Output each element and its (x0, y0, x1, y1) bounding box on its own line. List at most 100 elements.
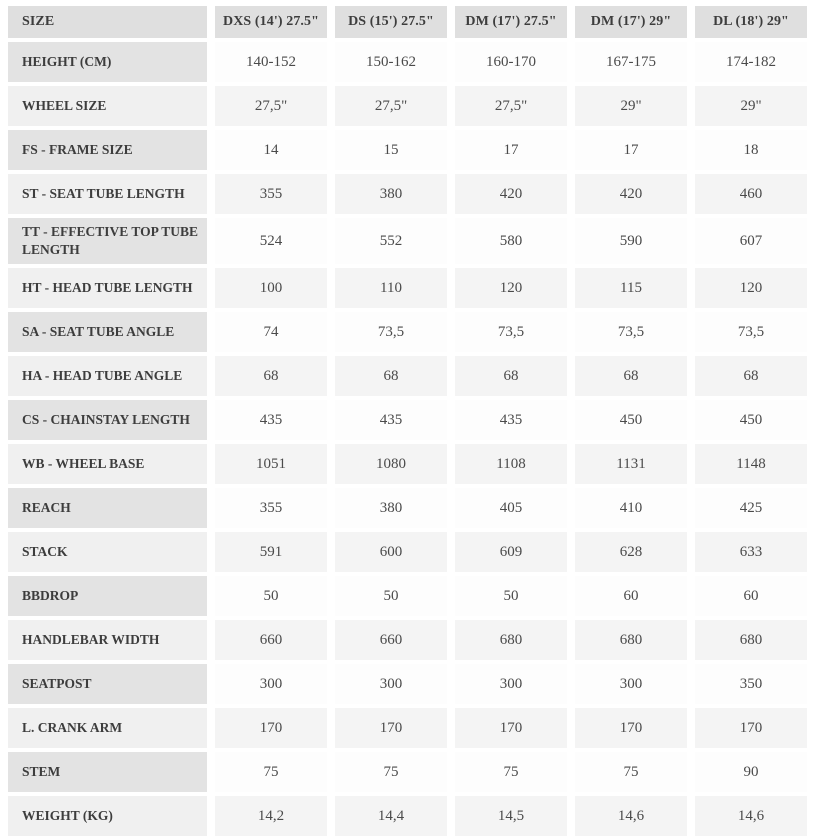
spec-value-cell: 435 (335, 400, 447, 441)
spec-value-cell: 100 (215, 268, 327, 309)
spec-value-cell: 68 (455, 356, 567, 397)
spec-value-cell: 680 (455, 620, 567, 661)
spec-row: TT - EFFECTIVE TOP TUBE LENGTH 524 552 580 5… (8, 218, 807, 265)
spec-row: STACK 591 600 609 628 633 (8, 532, 807, 573)
spec-value-cell: 1108 (455, 444, 567, 485)
spec-row-label: TT - EFFECTIVE TOP TUBE LENGTH (8, 218, 207, 265)
spec-value-cell: 600 (335, 532, 447, 573)
spec-value-cell: 660 (215, 620, 327, 661)
spec-row: WHEEL SIZE 27,5" 27,5" 27,5" 29" 29" (8, 86, 807, 126)
spec-value-cell: 591 (215, 532, 327, 573)
spec-value-cell: 68 (335, 356, 447, 397)
spec-row: L. CRANK ARM 170 170 170 170 170 (8, 708, 807, 749)
spec-value-cell: 150-162 (335, 42, 447, 82)
spec-value-cell: 29" (695, 86, 807, 126)
spec-value-cell: 300 (575, 664, 687, 705)
size-option-header: DXS (14') 27.5" (215, 6, 327, 38)
spec-value-cell: 1131 (575, 444, 687, 485)
spec-value-cell: 14,4 (335, 796, 447, 837)
spec-value-cell: 60 (575, 576, 687, 617)
spec-value-cell: 680 (575, 620, 687, 661)
spec-value-cell: 75 (335, 752, 447, 793)
spec-value-cell: 420 (455, 174, 567, 214)
spec-value-cell: 450 (575, 400, 687, 441)
spec-value-cell: 14,5 (455, 796, 567, 837)
spec-row: SA - SEAT TUBE ANGLE 74 73,5 73,5 73,5 73,5 (8, 312, 807, 353)
spec-value-cell: 300 (335, 664, 447, 705)
spec-row: WEIGHT (KG) 14,2 14,4 14,5 14,6 14,6 (8, 796, 807, 837)
spec-value-cell: 660 (335, 620, 447, 661)
spec-row: FS - FRAME SIZE 14 15 17 17 18 (8, 130, 807, 170)
spec-row: CS - CHAINSTAY LENGTH 435 435 435 450 450 (8, 400, 807, 441)
spec-value-cell: 68 (575, 356, 687, 397)
spec-value-cell: 170 (215, 708, 327, 749)
spec-value-cell: 170 (695, 708, 807, 749)
spec-value-cell: 50 (335, 576, 447, 617)
spec-value-cell: 160-170 (455, 42, 567, 82)
spec-value-cell: 60 (695, 576, 807, 617)
spec-value-cell: 609 (455, 532, 567, 573)
spec-value-cell: 435 (455, 400, 567, 441)
spec-row: HA - HEAD TUBE ANGLE 68 68 68 68 68 (8, 356, 807, 397)
spec-value-cell: 410 (575, 488, 687, 529)
spec-row-label: HA - HEAD TUBE ANGLE (8, 356, 207, 397)
spec-value-cell: 68 (215, 356, 327, 397)
spec-value-cell: 75 (575, 752, 687, 793)
spec-value-cell: 628 (575, 532, 687, 573)
spec-row-label: HEIGHT (CM) (8, 42, 207, 82)
spec-value-cell: 174-182 (695, 42, 807, 82)
spec-value-cell: 18 (695, 130, 807, 170)
spec-row-label: HANDLEBAR WIDTH (8, 620, 207, 661)
spec-value-cell: 110 (335, 268, 447, 309)
spec-value-cell: 90 (695, 752, 807, 793)
spec-row: STEM 75 75 75 75 90 (8, 752, 807, 793)
size-option-header: DL (18') 29" (695, 6, 807, 38)
spec-row-label: WB - WHEEL BASE (8, 444, 207, 485)
spec-value-cell: 120 (455, 268, 567, 309)
spec-value-cell: 75 (455, 752, 567, 793)
spec-value-cell: 73,5 (455, 312, 567, 353)
spec-row: REACH 355 380 405 410 425 (8, 488, 807, 529)
spec-value-cell: 435 (215, 400, 327, 441)
spec-value-cell: 580 (455, 218, 567, 265)
spec-value-cell: 607 (695, 218, 807, 265)
spec-value-cell: 17 (575, 130, 687, 170)
spec-value-cell: 300 (215, 664, 327, 705)
spec-value-cell: 73,5 (335, 312, 447, 353)
spec-row-label: L. CRANK ARM (8, 708, 207, 749)
spec-value-cell: 167-175 (575, 42, 687, 82)
size-column-header: SIZE (8, 6, 207, 38)
spec-row-label: SEATPOST (8, 664, 207, 705)
spec-row: ST - SEAT TUBE LENGTH 355 380 420 420 460 (8, 174, 807, 214)
spec-value-cell: 14 (215, 130, 327, 170)
spec-value-cell: 50 (455, 576, 567, 617)
spec-value-cell: 140-152 (215, 42, 327, 82)
spec-value-cell: 75 (215, 752, 327, 793)
spec-value-cell: 355 (215, 488, 327, 529)
spec-value-cell: 350 (695, 664, 807, 705)
spec-row-label: FS - FRAME SIZE (8, 130, 207, 170)
spec-value-cell: 15 (335, 130, 447, 170)
spec-row-label: STACK (8, 532, 207, 573)
spec-row: WB - WHEEL BASE 1051 1080 1108 1131 1148 (8, 444, 807, 485)
spec-value-cell: 68 (695, 356, 807, 397)
spec-value-cell: 170 (335, 708, 447, 749)
spec-row-label: STEM (8, 752, 207, 793)
spec-value-cell: 450 (695, 400, 807, 441)
spec-row: HANDLEBAR WIDTH 660 660 680 680 680 (8, 620, 807, 661)
size-option-header: DM (17') 27.5" (455, 6, 567, 38)
spec-row-label: CS - CHAINSTAY LENGTH (8, 400, 207, 441)
spec-value-cell: 17 (455, 130, 567, 170)
size-option-header: DS (15') 27.5" (335, 6, 447, 38)
spec-row-label: REACH (8, 488, 207, 529)
spec-value-cell: 170 (455, 708, 567, 749)
spec-value-cell: 1080 (335, 444, 447, 485)
spec-value-cell: 14,6 (695, 796, 807, 837)
spec-value-cell: 460 (695, 174, 807, 214)
spec-value-cell: 590 (575, 218, 687, 265)
spec-value-cell: 552 (335, 218, 447, 265)
spec-value-cell: 115 (575, 268, 687, 309)
spec-value-cell: 27,5" (455, 86, 567, 126)
spec-value-cell: 120 (695, 268, 807, 309)
spec-row-label: WEIGHT (KG) (8, 796, 207, 837)
